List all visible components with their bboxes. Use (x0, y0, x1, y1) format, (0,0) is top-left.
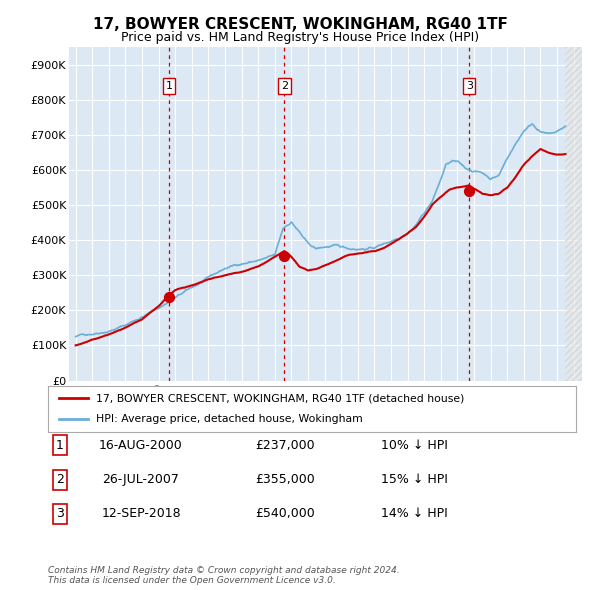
Text: 26-JUL-2007: 26-JUL-2007 (103, 473, 179, 486)
Text: £540,000: £540,000 (255, 507, 315, 520)
Text: 17, BOWYER CRESCENT, WOKINGHAM, RG40 1TF (detached house): 17, BOWYER CRESCENT, WOKINGHAM, RG40 1TF… (95, 394, 464, 404)
Point (164, 293, 174, 302)
Bar (565, 47, 582, 381)
Text: 10% ↓ HPI: 10% ↓ HPI (380, 439, 448, 452)
Text: 17, BOWYER CRESCENT, WOKINGHAM, RG40 1TF: 17, BOWYER CRESCENT, WOKINGHAM, RG40 1TF (92, 17, 508, 31)
Text: £237,000: £237,000 (255, 439, 315, 452)
Text: 15% ↓ HPI: 15% ↓ HPI (380, 473, 448, 486)
Text: Price paid vs. HM Land Registry's House Price Index (HPI): Price paid vs. HM Land Registry's House … (121, 31, 479, 44)
Text: 2: 2 (56, 473, 64, 486)
Point (280, 251, 289, 261)
Text: HPI: Average price, detached house, Wokingham: HPI: Average price, detached house, Woki… (95, 414, 362, 424)
Text: 1: 1 (56, 439, 64, 452)
Text: 3: 3 (466, 81, 473, 91)
Point (464, 186, 474, 196)
Text: 12-SEP-2018: 12-SEP-2018 (101, 507, 181, 520)
Text: 2: 2 (281, 81, 288, 91)
Text: £355,000: £355,000 (255, 473, 315, 486)
Text: 3: 3 (56, 507, 64, 520)
Text: 1: 1 (166, 81, 173, 91)
Text: Contains HM Land Registry data © Crown copyright and database right 2024.
This d: Contains HM Land Registry data © Crown c… (48, 566, 400, 585)
Text: 16-AUG-2000: 16-AUG-2000 (99, 439, 183, 452)
Text: 14% ↓ HPI: 14% ↓ HPI (380, 507, 448, 520)
